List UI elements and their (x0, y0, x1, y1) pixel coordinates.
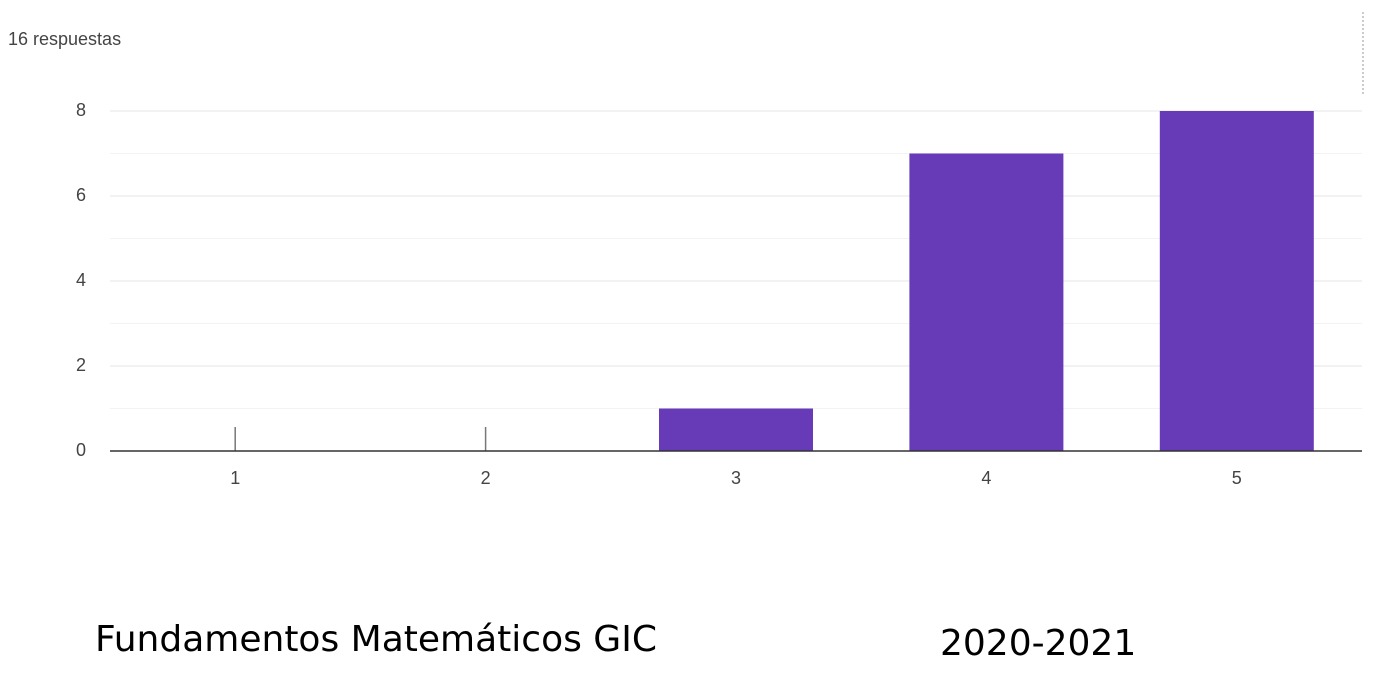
y-tick-label: 0 (76, 440, 86, 460)
x-tick-label: 2 (481, 468, 491, 488)
y-tick-label: 2 (76, 355, 86, 375)
response-count: 16 respuestas (8, 29, 121, 49)
y-tick-label: 8 (76, 100, 86, 120)
bar (1159, 111, 1314, 451)
x-tick-label: 4 (981, 468, 991, 488)
course-name: Fundamentos Matemáticos GIC (95, 619, 657, 660)
x-tick-label: 3 (731, 468, 741, 488)
year: 2020-2021 (940, 623, 1136, 664)
y-tick-label: 6 (76, 185, 86, 205)
x-tick-label: 5 (1232, 468, 1242, 488)
bar (909, 153, 1064, 451)
bar (659, 408, 813, 451)
x-tick-label: 1 (230, 468, 240, 488)
y-tick-label: 4 (76, 270, 86, 290)
